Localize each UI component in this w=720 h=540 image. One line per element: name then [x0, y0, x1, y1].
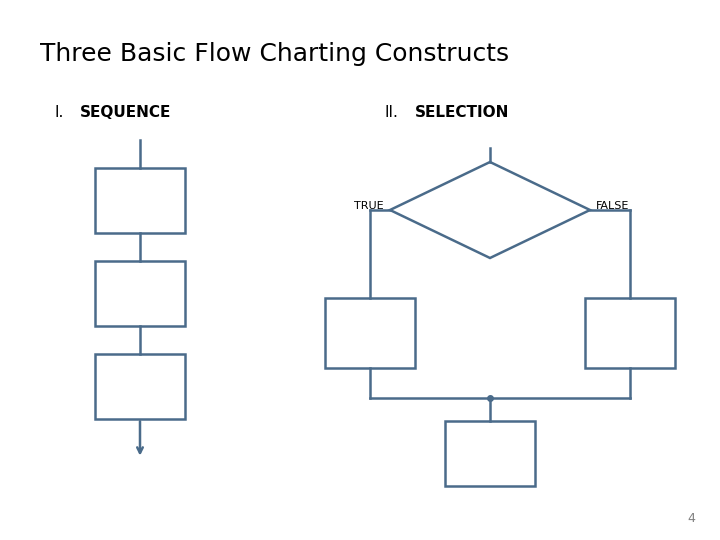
Text: SEQUENCE: SEQUENCE [80, 105, 171, 120]
Bar [445, 421, 535, 485]
Text: I.: I. [55, 105, 64, 120]
Text: 4: 4 [687, 512, 695, 525]
Text: II.: II. [385, 105, 399, 120]
Bar [95, 260, 185, 326]
Bar [95, 354, 185, 418]
Text: SELECTION: SELECTION [415, 105, 509, 120]
Text: TRUE: TRUE [354, 201, 384, 211]
Bar [95, 167, 185, 233]
Polygon shape [390, 162, 590, 258]
Text: FALSE: FALSE [596, 201, 629, 211]
Text: Three Basic Flow Charting Constructs: Three Basic Flow Charting Constructs [40, 42, 509, 66]
Bar [325, 298, 415, 368]
Bar [585, 298, 675, 368]
